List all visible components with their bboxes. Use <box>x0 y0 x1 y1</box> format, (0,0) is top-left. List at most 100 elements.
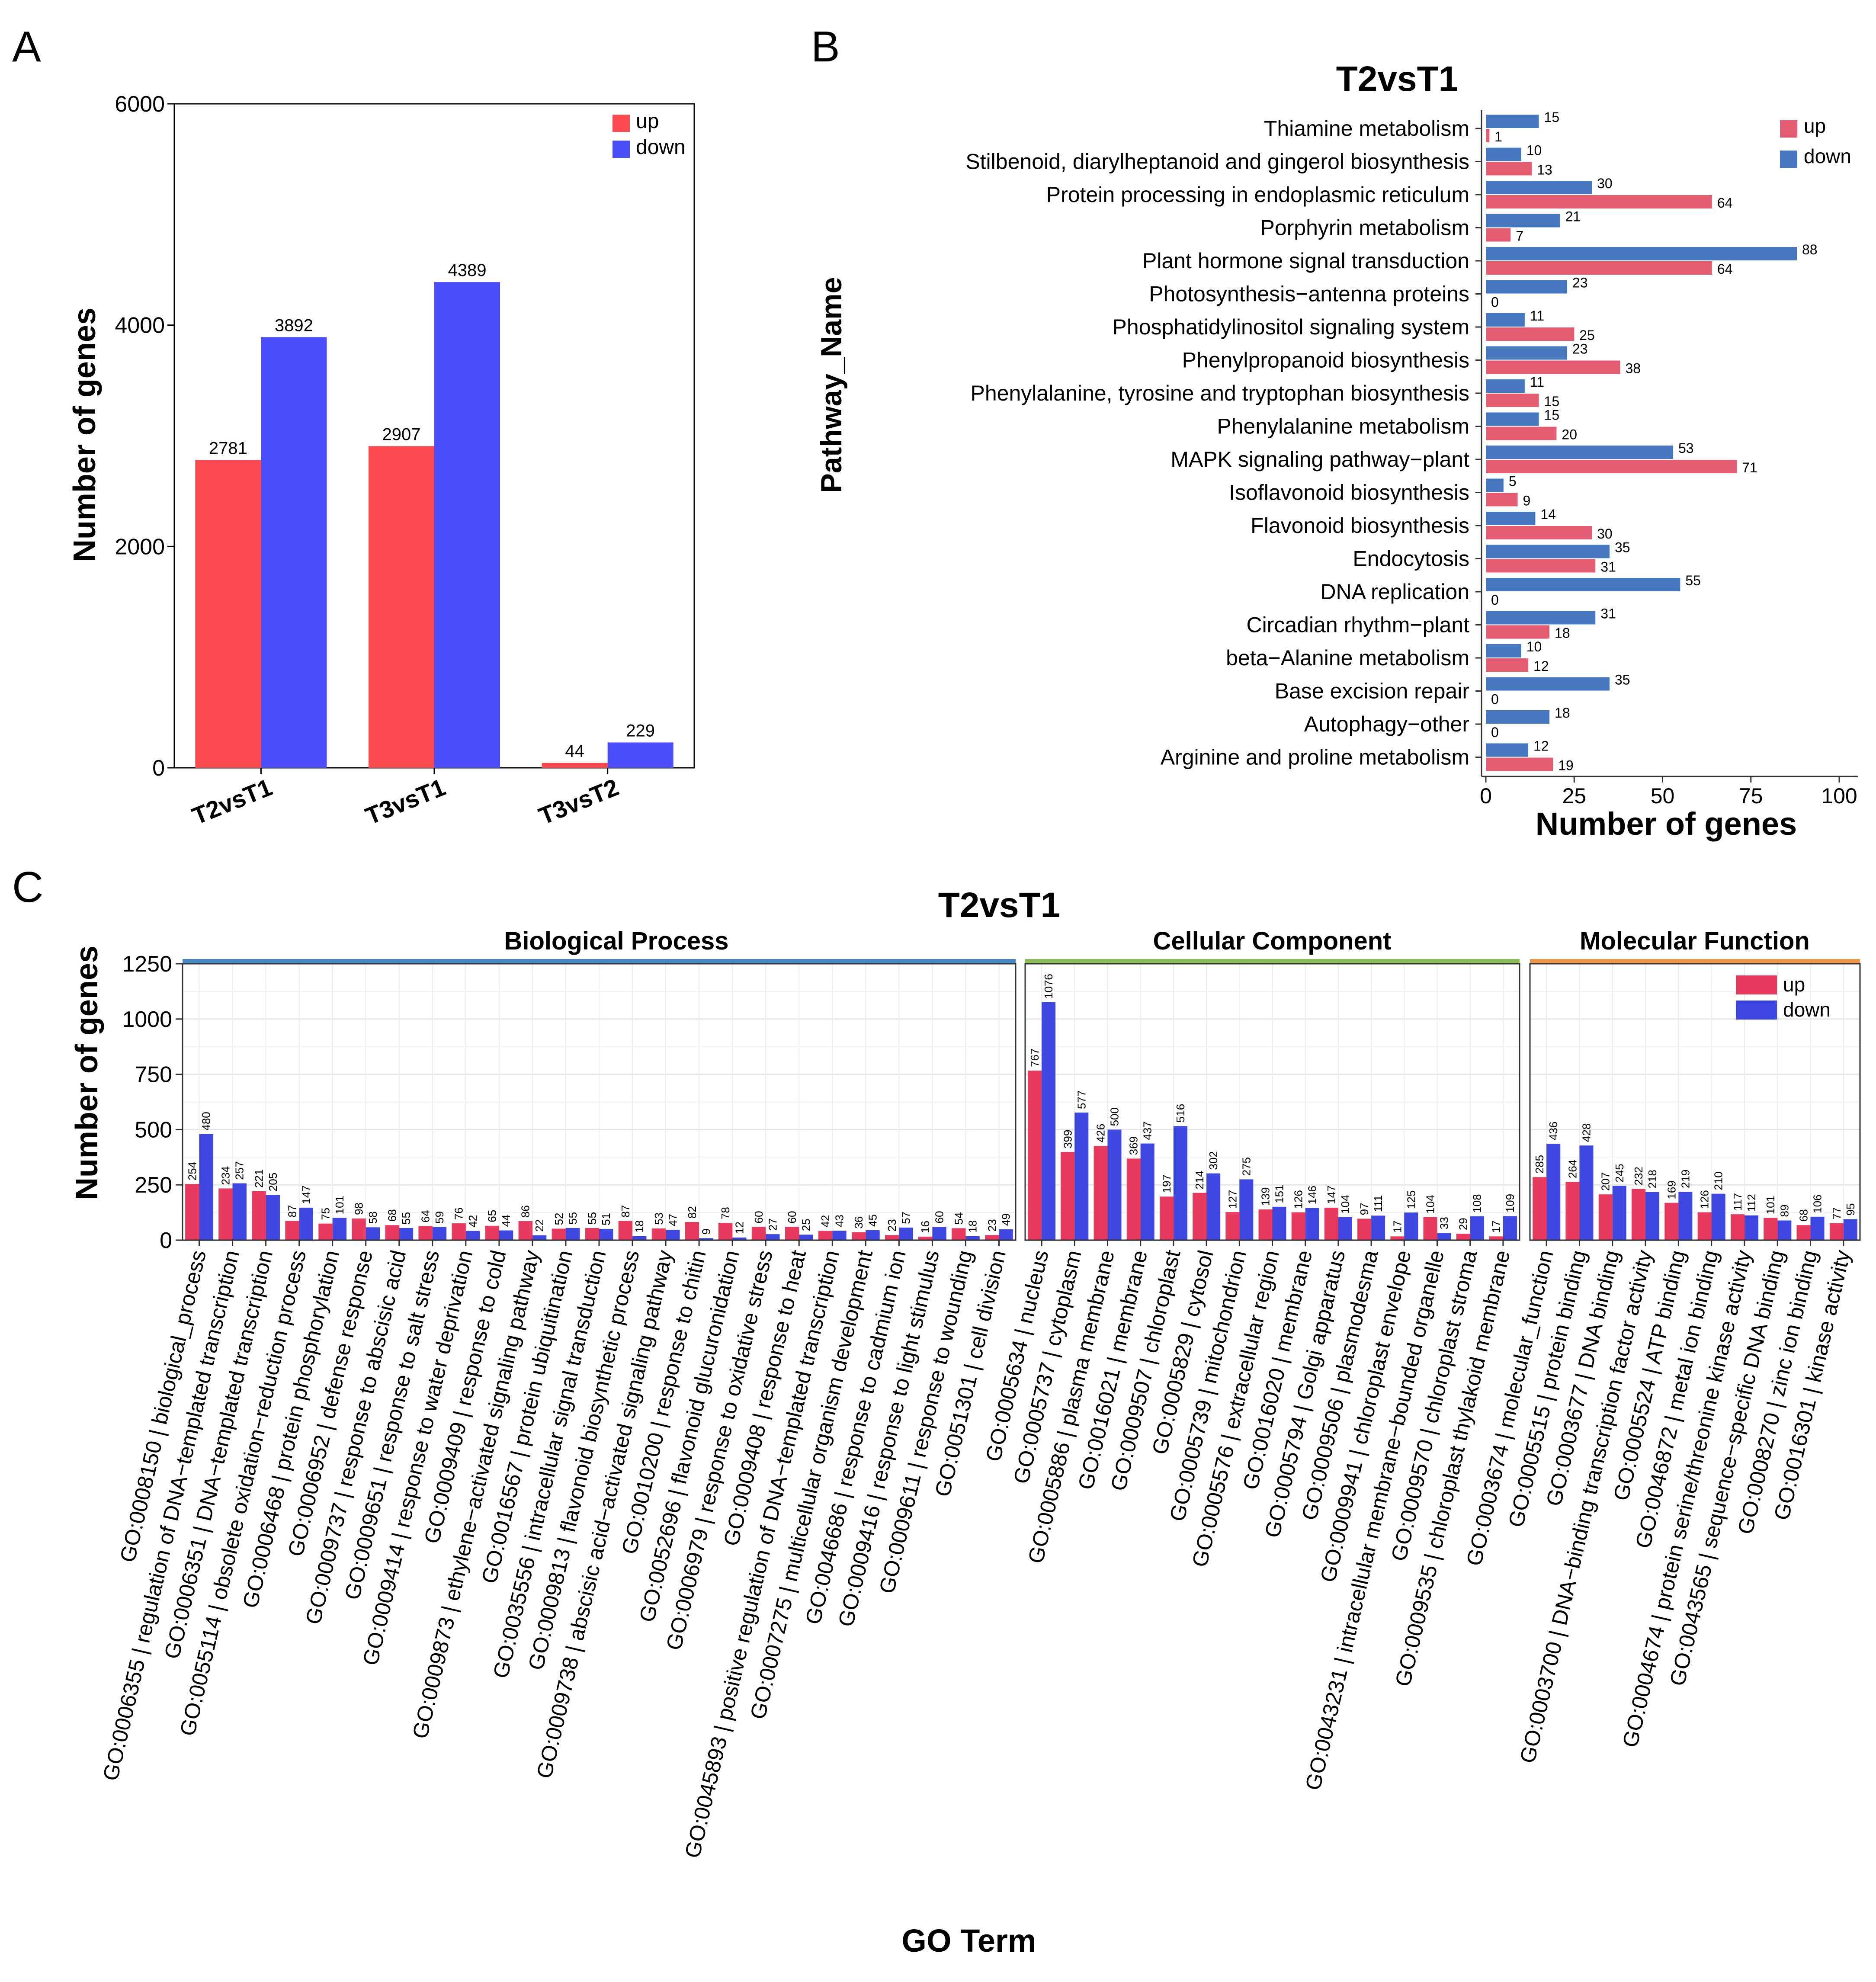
chart-b-bar-down <box>1486 710 1550 724</box>
chart-c-value-label-up: 197 <box>1160 1174 1173 1193</box>
chart-c-legend-up-label-text: up <box>1783 973 1805 996</box>
chart-b-bar-up <box>1486 261 1712 275</box>
chart-c-value-label-up: 29 <box>1457 1218 1470 1230</box>
chart-c-bar-up <box>552 1228 566 1240</box>
chart-b-category-label: Phenylalanine metabolism <box>1217 414 1469 439</box>
chart-c-value-label-down: 218 <box>1646 1170 1659 1188</box>
chart-b-bar-up <box>1486 493 1518 507</box>
chart-c-bar-up <box>1764 1218 1778 1240</box>
chart-c-value-label-up: 76 <box>452 1207 465 1220</box>
chart-a-value-label: 2781 <box>209 439 247 458</box>
chart-c-value-label-down: 210 <box>1712 1171 1725 1190</box>
chart-a-bar-up <box>369 446 434 768</box>
chart-b-legend-down-swatch <box>1780 151 1797 168</box>
chart-b-value-label-down: 18 <box>1555 705 1570 721</box>
chart-c-bar-up <box>1028 1070 1042 1240</box>
chart-b-value-label-up: 7 <box>1516 228 1523 244</box>
chart-b-bar-up <box>1486 162 1532 176</box>
chart-c-value-label-up: 36 <box>852 1216 865 1229</box>
chart-c-value-label-up: 254 <box>186 1162 199 1180</box>
chart-c-value-label-up: 232 <box>1632 1167 1645 1185</box>
chart-b-value-label-up: 38 <box>1625 361 1641 376</box>
chart-b-category-label: MAPK signaling pathway−plant <box>1170 447 1469 471</box>
chart-a-value-label: 2907 <box>382 425 421 444</box>
chart-c-value-label-down: 18 <box>633 1220 646 1233</box>
chart-c-bar-down <box>1645 1192 1660 1240</box>
chart-c-value-label-down: 112 <box>1745 1194 1758 1212</box>
chart-c-bar-down <box>1777 1220 1792 1240</box>
chart-b-value-label-down: 14 <box>1540 507 1556 522</box>
chart-c-bar-up <box>985 1235 999 1240</box>
chart-b: T2vsT1 Pathway_Name Number of genes up d… <box>815 59 1858 842</box>
chart-c-bar-up <box>1489 1236 1503 1240</box>
chart-c-value-label-up: 767 <box>1028 1049 1041 1067</box>
chart-b-bar-down <box>1486 743 1529 757</box>
chart-c-bar-down <box>832 1231 847 1240</box>
chart-b-value-label-down: 11 <box>1530 308 1544 324</box>
chart-c-bar-down <box>1612 1186 1626 1240</box>
chart-c-value-label-down: 125 <box>1405 1190 1417 1209</box>
chart-c-bar-down <box>1744 1215 1758 1240</box>
chart-c-value-label-down: 245 <box>1613 1164 1626 1182</box>
chart-c-value-label-up: 53 <box>652 1212 665 1225</box>
chart-b-bar-down <box>1486 346 1567 360</box>
chart-c-strip-bp-label: Biological Process <box>504 927 729 955</box>
chart-a-bar-down <box>261 337 327 768</box>
chart-b-value-label-down: 31 <box>1600 606 1616 622</box>
chart-c-strip-mf-label: Molecular Function <box>1580 927 1810 955</box>
chart-c-value-label-down: 257 <box>233 1161 246 1180</box>
chart-c-bar-up <box>285 1221 299 1240</box>
chart-c-bar-up <box>1565 1182 1580 1240</box>
chart-c-value-label-down: 111 <box>1372 1195 1385 1212</box>
chart-c-value-label-down: 9 <box>699 1228 712 1235</box>
chart-c-bar-down <box>1338 1217 1352 1240</box>
chart-b-value-label-up: 64 <box>1717 195 1733 211</box>
chart-b-xtick-label: 100 <box>1821 784 1857 808</box>
chart-c-value-label-down: 57 <box>900 1212 913 1224</box>
chart-c-value-label-up: 60 <box>752 1211 765 1223</box>
chart-b-value-label-down: 23 <box>1572 275 1588 291</box>
chart-c-bar-up <box>1324 1207 1338 1240</box>
chart-c-value-label-down: 42 <box>466 1215 479 1228</box>
chart-b-bar-up <box>1486 460 1737 473</box>
chart-c-bar-down <box>1470 1216 1484 1240</box>
chart-b-value-label-down: 5 <box>1509 474 1517 489</box>
chart-c-value-label-up: 42 <box>819 1215 832 1228</box>
chart-c-value-label-down: 500 <box>1108 1107 1121 1126</box>
chart-c-bar-down <box>1107 1129 1122 1240</box>
chart-b-bar-up <box>1486 394 1539 407</box>
chart-c-value-label-up: 60 <box>786 1211 799 1223</box>
panel-label-c: C <box>12 863 43 911</box>
chart-c-bar-up <box>918 1236 933 1240</box>
chart-c-value-label-down: 109 <box>1504 1194 1517 1212</box>
chart-b-bar-down <box>1486 446 1674 459</box>
chart-c-legend-down-label-text: down <box>1783 998 1831 1021</box>
chart-c-value-label-up: 264 <box>1566 1160 1579 1178</box>
chart-b-category-label: Photosynthesis−antenna proteins <box>1149 282 1469 306</box>
chart-c-value-label-up: 147 <box>1325 1185 1338 1204</box>
chart-b-value-label-up: 0 <box>1491 692 1499 707</box>
chart-b-value-label-up: 20 <box>1562 427 1577 443</box>
chart-c-value-label-down: 27 <box>766 1218 779 1231</box>
chart-b-value-label-down: 11 <box>1530 374 1544 390</box>
chart-c-value-label-down: 151 <box>1273 1184 1286 1203</box>
chart-c-bar-up <box>352 1218 366 1240</box>
chart-c-value-label-down: 18 <box>966 1220 979 1233</box>
chart-c-bar-up <box>1193 1193 1207 1240</box>
chart-b-value-label-up: 0 <box>1491 592 1499 608</box>
chart-b-legend-up-label: up <box>1804 115 1826 137</box>
chart-c-value-label-down: 428 <box>1580 1123 1593 1142</box>
chart-c-bar-up <box>1697 1212 1712 1240</box>
chart-a-legend-down-label: down <box>636 136 686 159</box>
chart-c-value-label-down: 147 <box>300 1185 313 1204</box>
chart-b-value-label-up: 71 <box>1742 460 1757 475</box>
panel-label-a: A <box>12 22 41 71</box>
chart-c-value-label-up: 23 <box>985 1219 998 1232</box>
chart-b-category-label: Phosphatidylinositol signaling system <box>1113 315 1469 339</box>
chart-c-strip-cc-label: Cellular Component <box>1153 927 1391 955</box>
chart-c-bar-down <box>799 1235 813 1240</box>
chart-c-value-label-up: 17 <box>1391 1220 1404 1233</box>
chart-b-bar-down <box>1486 181 1592 194</box>
chart-b-value-label-down: 15 <box>1544 407 1560 423</box>
chart-c-legend-up-swatch <box>1736 975 1777 994</box>
